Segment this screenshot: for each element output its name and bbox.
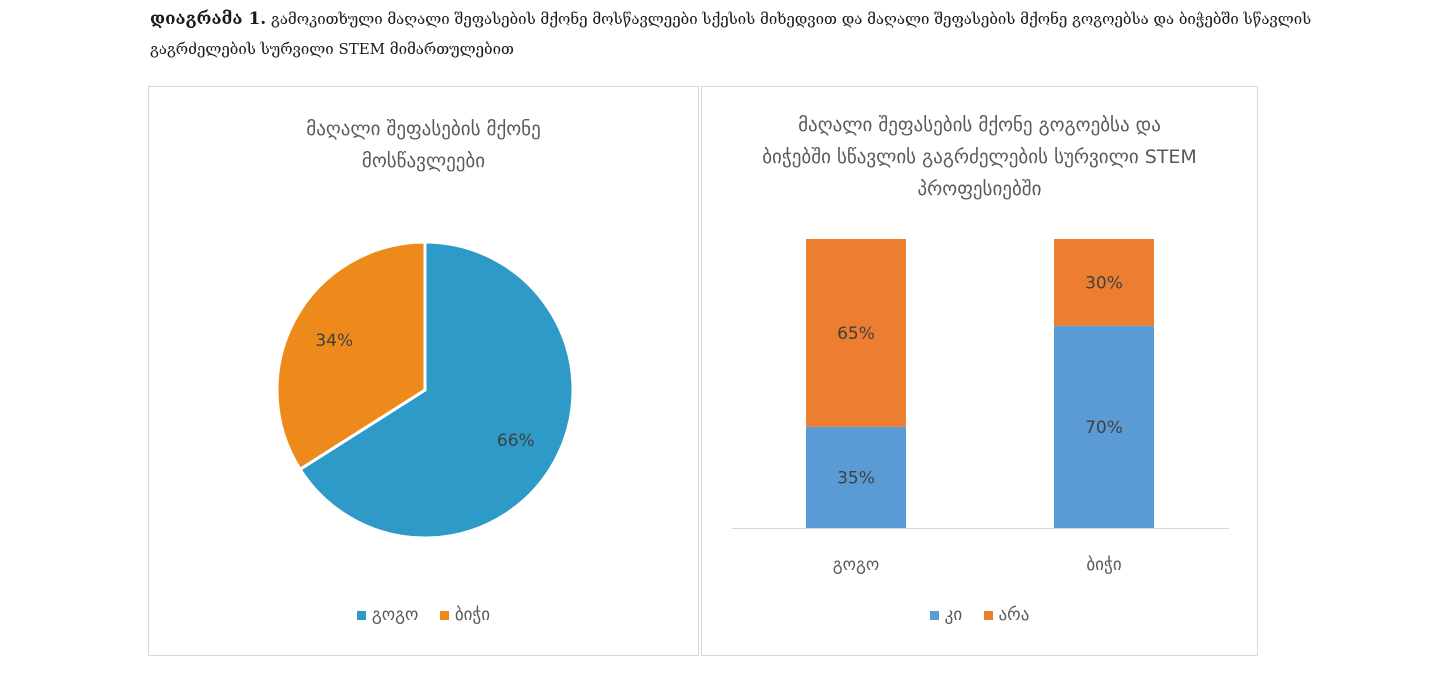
legend-label: არა — [998, 605, 1030, 625]
bar-chart: 35% 65% გოგო 70% 30% ბიჭი — [732, 239, 1229, 575]
pie-chart-title: მაღალი შეფასების მქონე მოსწავლეები — [306, 118, 541, 172]
legend-label: კი — [944, 605, 963, 625]
bar-legend: კი არა — [702, 605, 1257, 625]
x-tick-label: ბიჭი — [1086, 555, 1121, 575]
figure-caption: დიაგრამა 1. გამოკითხული მაღალი შეფასების… — [150, 4, 1350, 64]
legend-swatch — [929, 610, 939, 620]
bar-legend-item: კი — [929, 605, 963, 625]
caption-lead: დიაგრამა 1. — [150, 9, 267, 29]
pie-slice-1 — [297, 240, 575, 540]
bar-segment-ki — [1054, 325, 1154, 528]
bar-data-label: 35% — [837, 468, 875, 488]
bar-data-label: 65% — [837, 324, 875, 344]
bar-data-label: 70% — [1085, 418, 1123, 438]
legend-label: გოგო — [371, 605, 419, 625]
bar-chart-title: მაღალი შეფასების მქონე გოგოებსა და ბიჭებ… — [762, 114, 1197, 200]
legend-label: ბიჭი — [454, 605, 491, 625]
x-tick-label: გოგო — [833, 555, 879, 575]
legend-swatch — [356, 610, 366, 620]
pie-chart: 66% 34% — [275, 240, 575, 540]
bar-chart-panel: მაღალი შეფასების მქონე გოგოებსა და ბიჭებ… — [701, 86, 1258, 656]
bar-data-label: 30% — [1085, 273, 1123, 293]
legend-swatch — [983, 610, 993, 620]
pie-data-label: 66% — [497, 431, 535, 451]
pie-legend-item: ბიჭი — [439, 605, 491, 625]
pie-legend: გოგო ბიჭი — [149, 605, 698, 625]
bar-segment-ara — [1054, 239, 1154, 326]
pie-chart-panel: მაღალი შეფასების მქონე მოსწავლეები 66% 34… — [148, 86, 699, 656]
legend-swatch — [439, 610, 449, 620]
bar-segment-ki — [806, 426, 906, 528]
pie-slice-2 — [275, 240, 427, 472]
pie-legend-item: გოგო — [356, 605, 419, 625]
caption-text: გამოკითხული მაღალი შეფასების მქონე მოსწა… — [150, 10, 1312, 58]
bar-segment-ara — [806, 239, 906, 427]
bar-legend-item: არა — [983, 605, 1030, 625]
pie-data-label: 34% — [315, 331, 353, 351]
